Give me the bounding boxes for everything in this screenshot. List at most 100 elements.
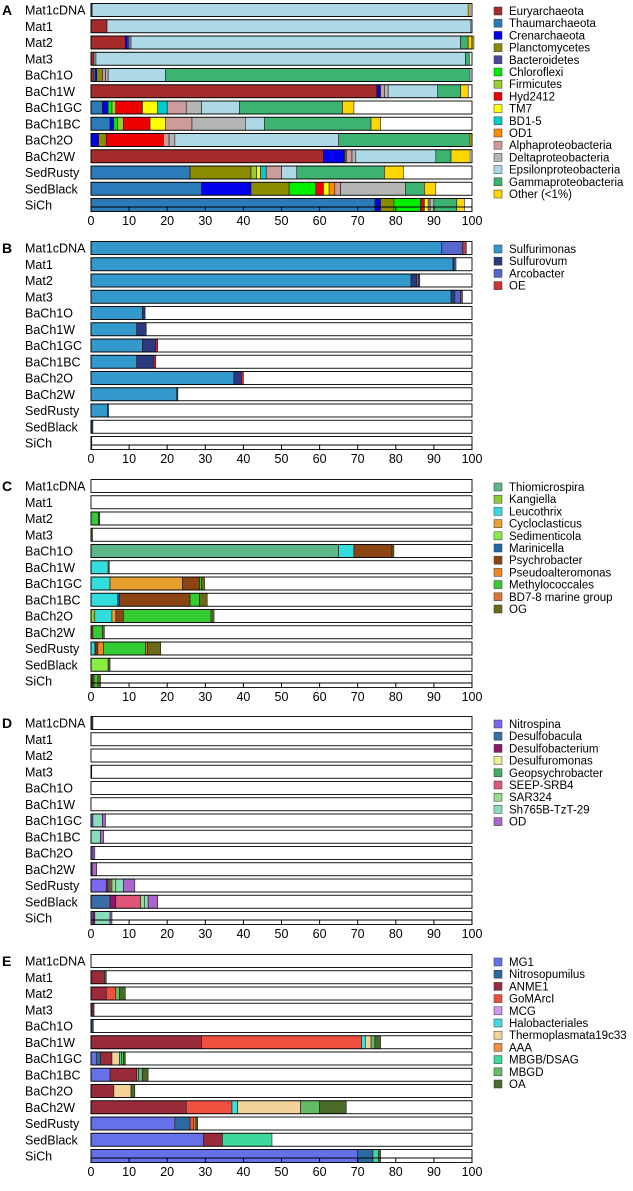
category-label: Mat2 bbox=[25, 36, 53, 50]
bar-segment bbox=[147, 641, 162, 656]
bar-outline bbox=[90, 1002, 473, 1017]
x-tick-label: 70 bbox=[351, 690, 365, 704]
bar-outline bbox=[90, 3, 473, 17]
bar-segment bbox=[123, 116, 151, 131]
bar-outline bbox=[90, 1084, 473, 1098]
bar-outline bbox=[90, 1019, 473, 1033]
bar-segment bbox=[107, 68, 166, 82]
category-label: BaCh2W bbox=[25, 1101, 75, 1115]
bar-segment bbox=[111, 878, 117, 893]
bar-outline bbox=[90, 511, 473, 526]
legend-swatch bbox=[493, 744, 503, 753]
bar-segment bbox=[90, 560, 109, 575]
bar-segment bbox=[165, 68, 471, 82]
bar-segment bbox=[100, 829, 104, 844]
category-label: BaCh2W bbox=[25, 150, 75, 164]
category-label: BaCh1GC bbox=[25, 814, 82, 828]
bar-segment bbox=[378, 1149, 381, 1163]
bar-segment bbox=[90, 35, 126, 50]
bar-outline bbox=[90, 544, 473, 558]
bar-segment bbox=[104, 970, 107, 985]
bar-segment bbox=[107, 657, 111, 672]
bar-segment bbox=[102, 100, 109, 115]
category-label: Mat3 bbox=[25, 290, 53, 304]
legend-swatch bbox=[493, 67, 503, 77]
legend-label: Marinicella bbox=[509, 543, 565, 555]
bar-outline bbox=[90, 862, 473, 877]
x-tick-label: 90 bbox=[427, 690, 441, 704]
legend-label: OE bbox=[509, 281, 526, 293]
bar-segment bbox=[201, 100, 240, 115]
x-tick-label: 40 bbox=[236, 690, 250, 704]
legend-swatch bbox=[493, 79, 503, 89]
x-tick-label: 30 bbox=[198, 452, 212, 466]
legend-label: OG bbox=[509, 604, 527, 616]
bar-segment bbox=[288, 181, 317, 196]
bar-outline bbox=[90, 748, 473, 763]
bar-outline bbox=[90, 387, 473, 402]
category-label: BaCh1W bbox=[25, 323, 75, 337]
bar-outline bbox=[90, 732, 473, 747]
bar-segment bbox=[450, 149, 471, 164]
bar-segment bbox=[102, 68, 106, 82]
bar-segment bbox=[90, 100, 103, 115]
panel-letter-C: C bbox=[2, 478, 12, 494]
bar-segment bbox=[405, 181, 425, 196]
bar-segment bbox=[91, 862, 98, 877]
bar-segment bbox=[136, 354, 155, 369]
legend-swatch bbox=[493, 1030, 503, 1040]
bar-segment bbox=[300, 1100, 320, 1115]
x-tick-label: 80 bbox=[389, 690, 403, 704]
bar-segment bbox=[334, 181, 341, 196]
bar-segment bbox=[147, 894, 158, 909]
bar-segment bbox=[380, 198, 395, 212]
x-tick-label: 50 bbox=[275, 452, 289, 466]
bar-segment bbox=[144, 894, 149, 909]
bar-segment bbox=[142, 338, 157, 353]
bar-segment bbox=[102, 813, 106, 828]
bar-segment bbox=[260, 165, 267, 180]
bar-segment bbox=[107, 403, 109, 418]
x-tick-label: 80 bbox=[389, 1165, 403, 1179]
category-label: BaCh1GC bbox=[25, 577, 82, 591]
bar-segment bbox=[102, 625, 105, 640]
bar-segment bbox=[90, 149, 324, 164]
x-tick-label: 70 bbox=[351, 927, 365, 941]
bar-segment bbox=[109, 1067, 138, 1082]
x-tick-label: 20 bbox=[160, 690, 174, 704]
category-label: BaCh1W bbox=[25, 85, 75, 99]
bar-segment bbox=[433, 198, 458, 212]
legend-label: Nitrospina bbox=[509, 719, 561, 731]
category-label: Mat1cDNA bbox=[25, 480, 86, 494]
bar-segment bbox=[90, 387, 178, 402]
legend-label: Desulfobacula bbox=[509, 731, 582, 743]
bar-segment bbox=[90, 986, 107, 1001]
panel-C: C Mat1cDNA Mat1 Mat2 Mat3 BaCh1O BaCh1W BaCh1GC… bbox=[2, 478, 613, 704]
bar-segment bbox=[90, 273, 412, 288]
legend-label: Nitrosopumilus bbox=[509, 969, 585, 981]
bar-segment bbox=[460, 35, 469, 50]
bar-segment bbox=[250, 165, 258, 180]
legend-swatch bbox=[493, 543, 503, 553]
category-label: Mat3 bbox=[25, 528, 53, 542]
bar-segment bbox=[149, 116, 166, 131]
bar-segment bbox=[418, 273, 421, 288]
category-label: BaCh1O bbox=[25, 69, 73, 83]
bar-segment bbox=[90, 338, 143, 353]
x-tick-label: 0 bbox=[88, 452, 95, 466]
bar-segment bbox=[323, 149, 345, 164]
bar-segment bbox=[113, 1084, 132, 1098]
bar-outline bbox=[90, 527, 473, 542]
legend-label: Desulfobacterium bbox=[509, 743, 598, 755]
bar-segment bbox=[222, 1132, 273, 1147]
category-label: Mat1cDNA bbox=[25, 4, 86, 18]
bar-segment bbox=[90, 1149, 359, 1163]
bar-segment bbox=[142, 100, 158, 115]
bar-segment bbox=[453, 257, 457, 272]
bar-segment bbox=[109, 911, 113, 925]
category-label: BaCh2W bbox=[25, 863, 75, 877]
bar-outline bbox=[90, 878, 473, 893]
bar-segment bbox=[95, 51, 466, 66]
category-label: Mat1 bbox=[25, 971, 53, 985]
bar-segment bbox=[353, 544, 393, 558]
